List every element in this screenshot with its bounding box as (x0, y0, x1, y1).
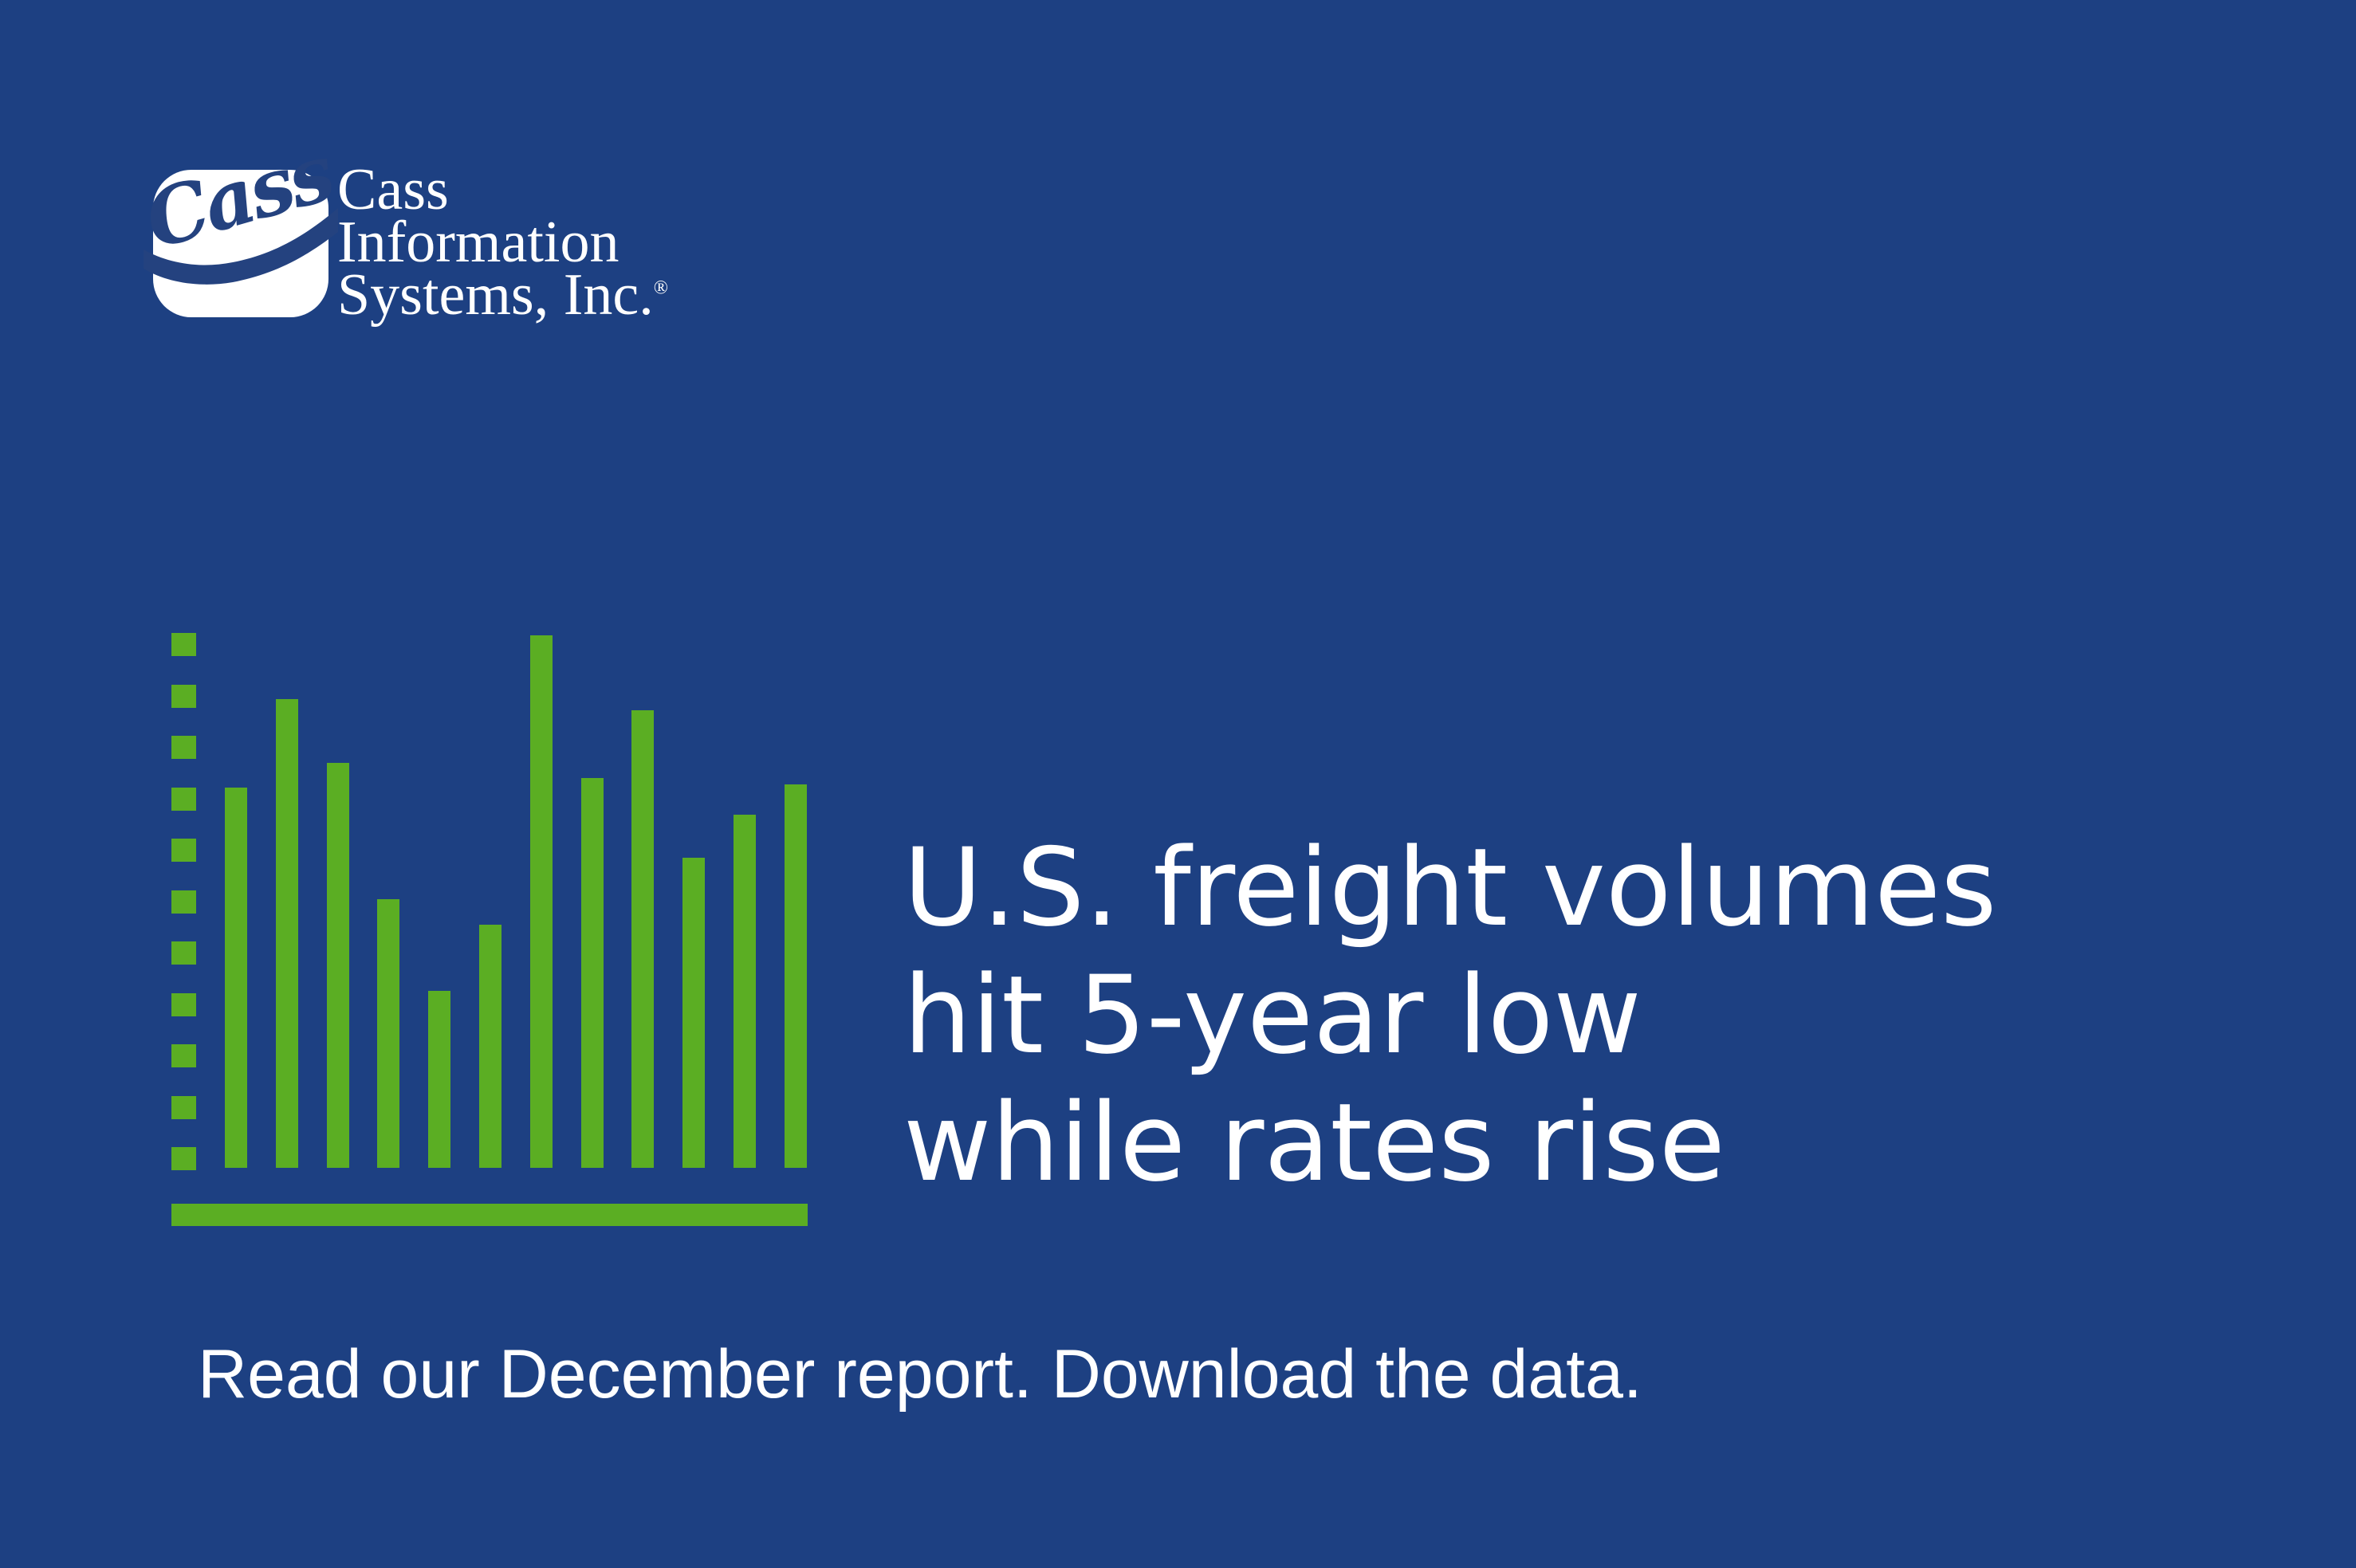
chart-bar (276, 699, 298, 1168)
axis-dash (171, 839, 196, 862)
chart-bar (581, 778, 604, 1168)
logo-swoosh-icon (144, 208, 338, 285)
chart-bar (682, 858, 705, 1168)
chart-bar (734, 815, 756, 1168)
axis-dash (171, 941, 196, 965)
logo-wordmark: Cass Information Systems, Inc.® (337, 157, 668, 328)
axis-dash (171, 1147, 196, 1170)
chart-bar (377, 899, 399, 1168)
chart-bar (327, 763, 349, 1168)
caption: Read our December report. Download the d… (198, 1336, 1642, 1413)
chart-bar (479, 925, 501, 1168)
axis-dash (171, 1044, 196, 1067)
logo-wordmark-line: Information (337, 210, 619, 275)
logo-wordmark-line: Systems, Inc.® (337, 262, 668, 328)
chart-bar (631, 710, 654, 1168)
headline: U.S. freight volumes hit 5-year low whil… (903, 824, 1996, 1207)
headline-line-2: hit 5-year low (903, 953, 1642, 1078)
axis-dash (171, 633, 196, 656)
cass-logo-badge: Cass (136, 128, 341, 317)
axis-dash (171, 890, 196, 914)
axis-dash (171, 788, 196, 811)
bar-chart-icon (171, 633, 810, 1226)
chart-bar (428, 991, 450, 1168)
headline-line-1: U.S. freight volumes (903, 825, 1997, 950)
registered-trademark-symbol: ® (653, 277, 668, 299)
headline-line-3: while rates rise (903, 1080, 1725, 1205)
axis-dash (171, 685, 196, 708)
axis-dash (171, 1096, 196, 1119)
logo-wordmark-line: Cass (337, 157, 449, 222)
chart-bar (225, 788, 247, 1168)
axis-dash (171, 736, 196, 759)
chart-baseline (171, 1204, 808, 1226)
chart-bar (785, 784, 807, 1168)
chart-bar (530, 635, 553, 1168)
axis-dash (171, 993, 196, 1016)
